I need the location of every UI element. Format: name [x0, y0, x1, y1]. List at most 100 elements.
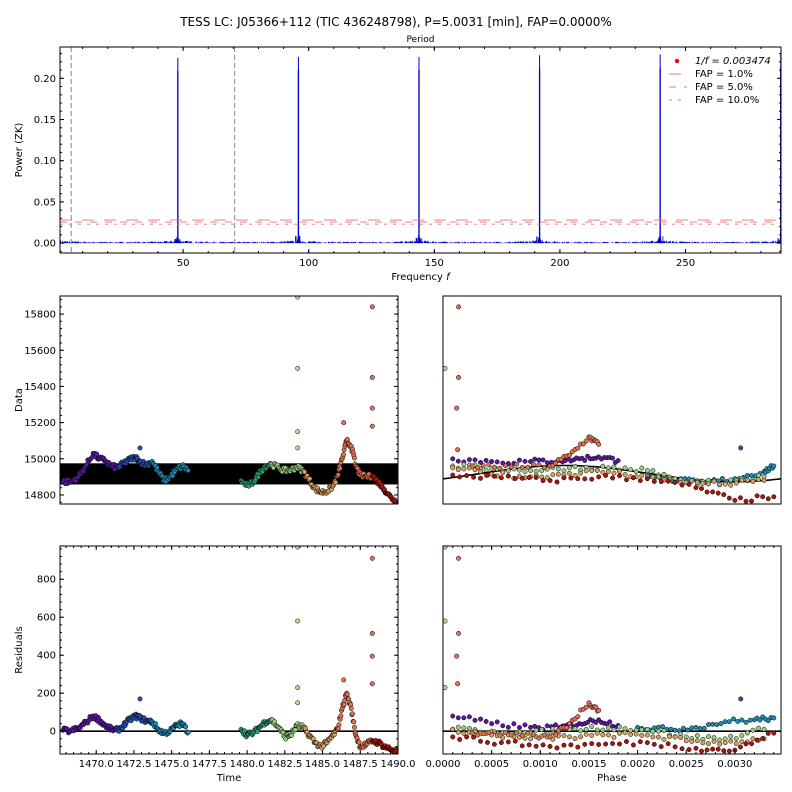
data-point	[615, 458, 621, 464]
data-point	[711, 478, 717, 484]
data-point	[494, 719, 500, 725]
data-point	[582, 476, 588, 482]
data-point	[478, 738, 483, 744]
data-point	[512, 476, 518, 482]
series-3	[238, 717, 274, 740]
data-point	[505, 473, 511, 479]
data-point	[341, 452, 346, 457]
outlier-point	[454, 653, 460, 659]
x-tick-label: 100	[299, 258, 318, 269]
y-tick-label: 15800	[24, 310, 56, 321]
data-point	[710, 489, 716, 495]
y-tick-label: 0.10	[34, 156, 56, 167]
data-point	[600, 463, 606, 469]
x-tick-label: 1480.0	[230, 759, 265, 770]
legend-label: FAP = 1.0%	[695, 69, 753, 80]
data-point	[471, 474, 477, 480]
data-point	[567, 721, 572, 727]
data-point	[605, 724, 611, 730]
data-point	[637, 478, 643, 484]
legend-label: 1/f = 0.003474	[695, 56, 771, 67]
data-point	[611, 464, 617, 470]
y-tick-label: 800	[37, 575, 56, 586]
y-tick-label: 0.00	[34, 239, 56, 250]
x-tick-label: 0.0000	[426, 759, 461, 770]
data-point	[575, 476, 581, 482]
data-point	[689, 738, 695, 744]
data-point	[514, 730, 520, 736]
x-tick-label: 150	[425, 258, 444, 269]
x-tick-label: 1472.5	[116, 759, 151, 770]
data-point	[650, 468, 656, 474]
data-point	[717, 737, 723, 743]
data-point	[704, 489, 710, 495]
y-tick-label: 600	[37, 613, 56, 624]
data-point	[617, 473, 622, 479]
data-point	[715, 746, 721, 752]
outlier-point	[137, 445, 143, 451]
data-point	[544, 723, 550, 729]
data-point	[464, 473, 470, 479]
data-point	[350, 711, 355, 717]
data-point	[710, 746, 716, 752]
outlier-point	[456, 304, 462, 310]
data-point	[547, 734, 553, 740]
data-point	[554, 479, 560, 485]
data-point	[508, 732, 514, 738]
y-tick-label: 0	[50, 727, 56, 738]
data-point	[553, 722, 559, 728]
data-point	[519, 464, 525, 470]
data-point	[578, 728, 584, 734]
data-point	[450, 465, 456, 471]
data-point	[749, 473, 755, 479]
series-4	[469, 434, 602, 471]
data-point	[514, 461, 520, 467]
data-point	[600, 727, 606, 733]
data-point	[589, 476, 595, 482]
data-point	[750, 736, 756, 742]
data-point	[757, 717, 763, 723]
data-point	[678, 735, 684, 741]
y-tick-label: 15200	[24, 418, 56, 429]
data-point	[726, 748, 732, 754]
x-axis-label: Time	[216, 773, 241, 784]
data-point	[292, 727, 298, 733]
outlier-point	[295, 429, 301, 435]
data-point	[743, 741, 749, 747]
data-point	[739, 477, 745, 483]
data-point	[607, 719, 613, 725]
data-point	[522, 722, 528, 728]
x-tick-label: 250	[676, 258, 695, 269]
x-tick-label: 0.0020	[620, 759, 655, 770]
data-point	[466, 714, 472, 720]
data-point	[611, 734, 617, 740]
data-point	[617, 741, 622, 747]
data-point	[605, 468, 611, 474]
data-point	[483, 458, 489, 463]
data-point	[503, 730, 508, 736]
data-point	[475, 732, 481, 738]
legend-label: FAP = 10.0%	[695, 95, 759, 106]
series-5	[300, 468, 341, 496]
data-point	[771, 730, 777, 736]
data-point	[567, 465, 572, 471]
data-point	[491, 473, 497, 479]
data-point	[550, 472, 556, 478]
x-tick-label: 50	[177, 258, 190, 269]
data-point	[672, 479, 678, 485]
periodogram-peak	[175, 57, 181, 244]
data-point	[356, 739, 362, 745]
data-point	[525, 464, 531, 470]
data-point	[644, 726, 650, 732]
data-point	[450, 726, 456, 732]
data-point	[575, 445, 581, 451]
data-point	[394, 748, 398, 754]
data-point	[511, 721, 517, 727]
data-point	[550, 726, 556, 732]
data-point	[583, 731, 589, 737]
x-tick-label: 0.0015	[571, 759, 606, 770]
outlier-point	[443, 618, 448, 624]
data-point	[737, 744, 743, 750]
data-point	[760, 494, 766, 500]
